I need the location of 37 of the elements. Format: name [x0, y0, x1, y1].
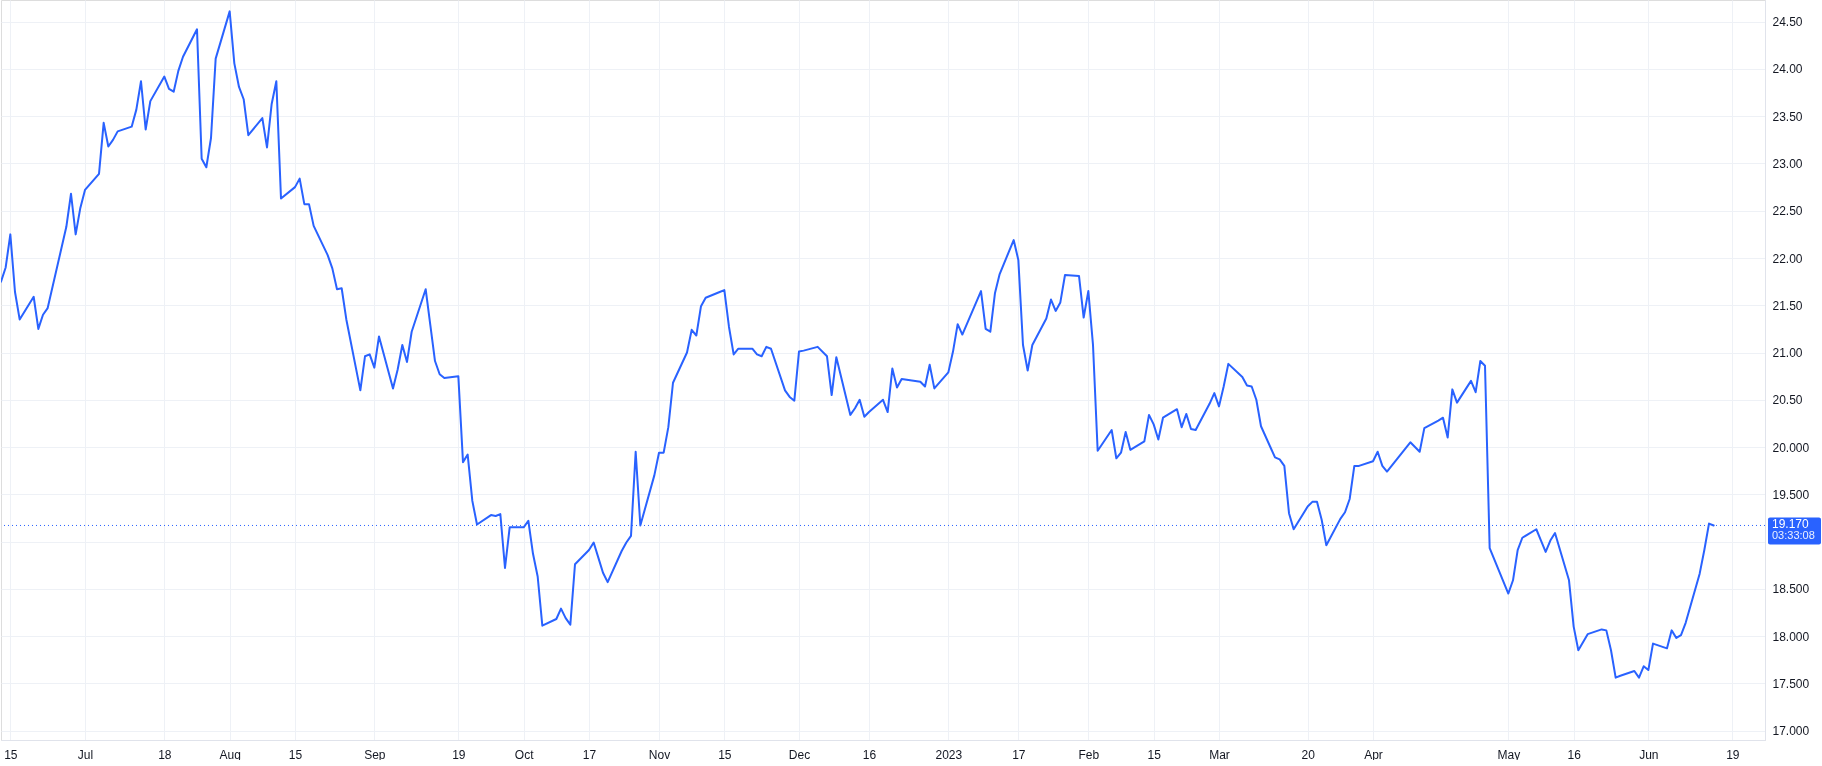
- y-tick-label: 18.500: [1772, 582, 1810, 597]
- x-tick-label: 16: [1567, 747, 1582, 762]
- ref-line-label: 19.170: [1772, 517, 1810, 532]
- x-tick-label: 15: [4, 747, 18, 762]
- x-tick-label: 19: [452, 747, 466, 762]
- y-tick-label: 24.50: [1772, 15, 1803, 30]
- x-tick-label: Dec: [788, 747, 811, 762]
- x-tick-label: 17: [1012, 747, 1026, 762]
- x-tick-label: Oct: [514, 747, 535, 762]
- x-tick-label: 19: [1726, 747, 1740, 762]
- y-tick-label: 24.00: [1772, 62, 1803, 77]
- x-tick-label: 15: [1147, 747, 1162, 762]
- x-tick-label: Jun: [1639, 747, 1659, 762]
- y-tick-label: 23.00: [1772, 157, 1803, 171]
- y-tick-label: 21.50: [1772, 298, 1803, 313]
- x-tick-label: 15: [718, 747, 732, 762]
- y-tick-label: 21.00: [1772, 346, 1803, 361]
- y-tick-label: 20.50: [1772, 393, 1803, 408]
- y-tick-label: 17.000: [1772, 724, 1810, 739]
- x-tick-label: Jul: [77, 747, 94, 762]
- text: 03:33:08: [1772, 529, 1815, 542]
- y-tick-label: 19.500: [1772, 487, 1810, 502]
- x-tick-label: 2023: [935, 747, 963, 762]
- y-tick-label: 22.50: [1772, 204, 1803, 219]
- x-tick-label: Feb: [1078, 747, 1100, 762]
- x-tick-label: Nov: [648, 747, 671, 762]
- y-tick-label: 20.000: [1772, 440, 1810, 455]
- y-tick-label: 17.500: [1772, 676, 1810, 691]
- x-tick-label: 16: [862, 747, 877, 762]
- x-tick-label: 15: [288, 747, 303, 762]
- y-tick-label: 18.000: [1772, 629, 1810, 644]
- y-tick-label: 23.50: [1772, 109, 1803, 124]
- x-tick-label: 18: [158, 747, 172, 762]
- x-tick-label: 20: [1301, 747, 1316, 762]
- x-tick-label: 17: [582, 747, 597, 762]
- y-tick-label: 22.00: [1772, 251, 1803, 266]
- x-tick-label: Mar: [1209, 747, 1230, 762]
